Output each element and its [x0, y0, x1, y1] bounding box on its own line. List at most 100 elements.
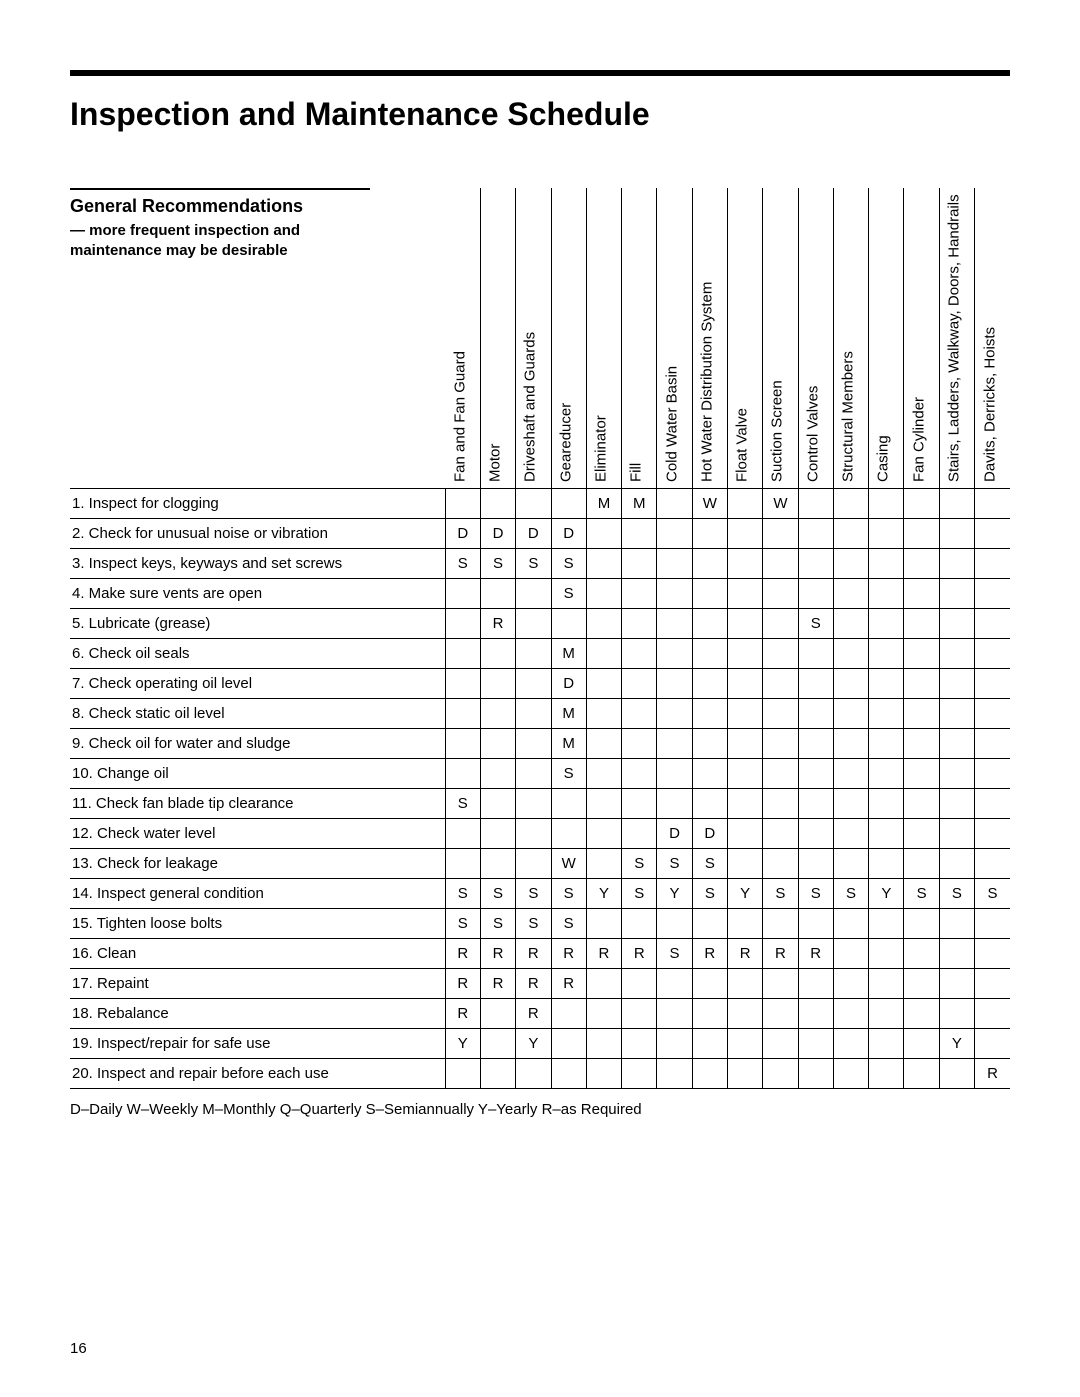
table-cell: R — [445, 998, 480, 1028]
subtitle: General Recommendations — [70, 196, 445, 217]
table-cell — [798, 578, 833, 608]
table-cell — [586, 788, 621, 818]
table-cell — [869, 518, 904, 548]
table-cell: R — [586, 938, 621, 968]
table-cell — [586, 698, 621, 728]
table-cell — [516, 698, 551, 728]
table-cell — [622, 998, 657, 1028]
table-body: 1. Inspect for cloggingMMWW2. Check for … — [70, 488, 1010, 1088]
table-cell — [833, 488, 868, 518]
table-cell: D — [657, 818, 692, 848]
column-header: Motor — [480, 188, 515, 488]
table-cell: S — [692, 848, 727, 878]
table-cell — [692, 578, 727, 608]
table-cell — [622, 968, 657, 998]
table-cell: S — [622, 878, 657, 908]
table-cell — [869, 938, 904, 968]
table-cell — [727, 968, 762, 998]
table-cell — [975, 818, 1010, 848]
table-cell — [904, 998, 939, 1028]
table-cell — [904, 758, 939, 788]
table-cell — [586, 1028, 621, 1058]
table-cell — [657, 728, 692, 758]
table-cell — [975, 668, 1010, 698]
table-cell — [798, 758, 833, 788]
table-cell — [939, 518, 974, 548]
table-cell: D — [480, 518, 515, 548]
table-cell: R — [798, 938, 833, 968]
table-cell — [622, 668, 657, 698]
table-cell — [480, 998, 515, 1028]
column-header: Casing — [869, 188, 904, 488]
column-header-label: Suction Screen — [769, 380, 786, 482]
table-row: 2. Check for unusual noise or vibrationD… — [70, 518, 1010, 548]
subnote: — more frequent inspection and maintenan… — [70, 221, 370, 262]
table-cell: R — [516, 938, 551, 968]
column-header-label: Structural Members — [839, 351, 856, 482]
table-cell — [975, 638, 1010, 668]
subtitle-rule — [70, 188, 370, 190]
table-cell — [657, 1058, 692, 1088]
table-cell — [904, 668, 939, 698]
table-cell — [657, 488, 692, 518]
table-cell — [798, 968, 833, 998]
table-cell — [657, 998, 692, 1028]
column-header: Geareducer — [551, 188, 586, 488]
page-title: Inspection and Maintenance Schedule — [70, 96, 1010, 133]
table-cell — [657, 548, 692, 578]
table-cell — [622, 818, 657, 848]
table-cell — [939, 728, 974, 758]
column-header: Davits, Derricks, Hoists — [975, 188, 1010, 488]
table-cell — [657, 608, 692, 638]
row-label: 10. Change oil — [70, 758, 445, 788]
table-cell — [622, 518, 657, 548]
row-label: 5. Lubricate (grease) — [70, 608, 445, 638]
table-row: 10. Change oilS — [70, 758, 1010, 788]
table-cell — [939, 548, 974, 578]
table-cell — [516, 788, 551, 818]
column-header: Fill — [622, 188, 657, 488]
table-cell — [869, 788, 904, 818]
column-header-label: Float Valve — [733, 408, 750, 482]
table-cell — [445, 668, 480, 698]
table-cell: S — [480, 548, 515, 578]
table-cell — [833, 638, 868, 668]
table-cell — [445, 848, 480, 878]
column-header-label: Motor — [486, 443, 503, 481]
table-cell — [551, 1028, 586, 1058]
table-cell — [939, 638, 974, 668]
table-cell — [657, 638, 692, 668]
table-cell — [622, 728, 657, 758]
table-cell — [869, 818, 904, 848]
table-cell — [763, 1058, 798, 1088]
row-label: 3. Inspect keys, keyways and set screws — [70, 548, 445, 578]
table-cell: M — [551, 638, 586, 668]
table-cell — [833, 1028, 868, 1058]
table-cell — [904, 518, 939, 548]
column-header-label: Fan and Fan Guard — [451, 351, 468, 482]
table-cell: R — [692, 938, 727, 968]
table-cell — [727, 908, 762, 938]
table-row: 11. Check fan blade tip clearanceS — [70, 788, 1010, 818]
table-cell — [622, 548, 657, 578]
table-row: 1. Inspect for cloggingMMWW — [70, 488, 1010, 518]
column-header-label: Eliminator — [592, 415, 609, 482]
column-header-label: Fan Cylinder — [910, 396, 927, 481]
table-cell: Y — [586, 878, 621, 908]
table-cell — [763, 638, 798, 668]
table-cell: S — [445, 548, 480, 578]
table-cell — [692, 1058, 727, 1088]
table-cell — [975, 938, 1010, 968]
table-cell — [939, 668, 974, 698]
table-cell — [551, 998, 586, 1028]
table-cell — [798, 1028, 833, 1058]
table-cell — [657, 698, 692, 728]
table-cell — [833, 908, 868, 938]
table-cell: S — [516, 878, 551, 908]
table-cell: S — [975, 878, 1010, 908]
table-cell: D — [551, 518, 586, 548]
table-cell — [798, 908, 833, 938]
table-cell — [586, 578, 621, 608]
table-row: 5. Lubricate (grease)RS — [70, 608, 1010, 638]
table-row: 12. Check water levelDD — [70, 818, 1010, 848]
